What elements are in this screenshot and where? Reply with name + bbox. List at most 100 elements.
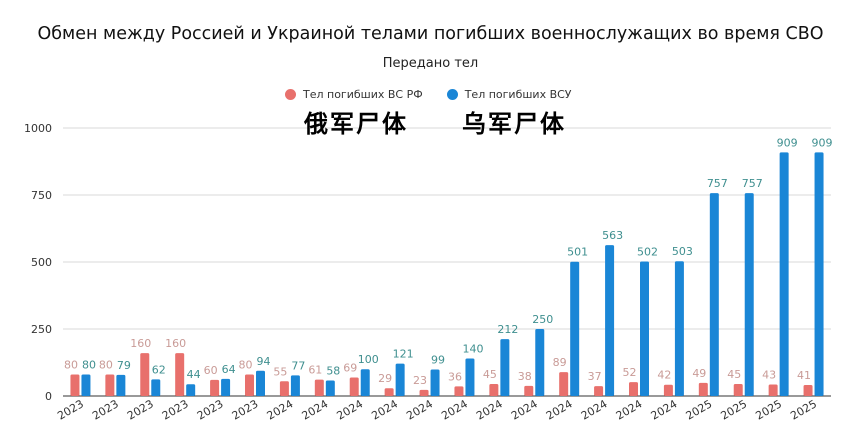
bar-vsu	[116, 374, 126, 396]
x-tick-label: 2024	[614, 397, 645, 422]
x-tick-label: 2023	[90, 397, 121, 422]
x-tick-label: 2024	[334, 397, 365, 422]
x-tick-label: 2023	[230, 397, 261, 422]
x-tick-label: 2024	[439, 397, 470, 422]
data-label-rf: 80	[239, 359, 253, 372]
data-label-rf: 49	[692, 367, 706, 380]
bar-vsu	[256, 370, 265, 396]
data-label-vsu: 121	[393, 348, 414, 361]
data-label-vsu: 100	[358, 353, 379, 366]
x-tick-label: 2024	[509, 397, 540, 422]
data-label-rf: 37	[588, 370, 602, 383]
data-label-rf: 45	[727, 368, 741, 381]
data-label-vsu: 501	[567, 246, 588, 259]
y-tick-label: 500	[31, 256, 52, 269]
data-label-rf: 69	[343, 362, 357, 375]
bar-vsu	[430, 369, 440, 396]
data-label-vsu: 140	[462, 342, 483, 355]
data-label-rf: 41	[797, 369, 811, 382]
bar-rf	[279, 381, 289, 396]
chart-subtitle: Передано тел	[382, 56, 479, 71]
bar-vsu	[395, 363, 405, 396]
x-tick-label: 2024	[474, 397, 505, 422]
data-label-rf: 60	[204, 364, 218, 377]
bar-rf	[454, 386, 464, 396]
data-label-vsu: 58	[326, 364, 340, 377]
x-tick-label: 2023	[125, 397, 156, 422]
data-label-rf: 61	[308, 364, 322, 377]
x-tick-label: 2024	[265, 397, 296, 422]
data-label-vsu: 502	[637, 245, 658, 258]
data-label-vsu: 77	[291, 359, 305, 372]
data-label-rf: 80	[99, 359, 113, 372]
legend-swatch-vsu	[446, 89, 458, 100]
data-label-vsu: 909	[812, 136, 833, 149]
data-label-rf: 89	[553, 356, 567, 369]
y-tick-label: 1000	[24, 122, 52, 135]
data-label-vsu: 757	[742, 177, 763, 190]
bar-vsu	[81, 374, 91, 396]
x-tick-label: 2023	[195, 397, 226, 422]
bar-rf	[419, 389, 429, 396]
legend-label-rf: Тел погибших ВС РФ	[303, 88, 423, 101]
data-label-vsu: 62	[152, 363, 166, 376]
bar-rf	[489, 383, 499, 396]
bar-vsu	[290, 375, 300, 396]
bar-vsu	[570, 261, 580, 396]
data-label-rf: 80	[64, 359, 78, 372]
bar-rf	[733, 383, 743, 396]
x-tick-label: 2025	[684, 397, 715, 422]
bar-rf	[803, 385, 813, 396]
data-label-vsu: 212	[497, 323, 518, 336]
bar-rf	[663, 384, 673, 396]
bar-vsu	[709, 193, 719, 396]
bar-rf	[524, 385, 534, 396]
data-label-vsu: 64	[222, 363, 236, 376]
data-label-vsu: 250	[532, 313, 553, 326]
bar-vsu	[151, 379, 161, 396]
data-label-rf: 29	[378, 372, 392, 385]
bar-rf	[175, 353, 185, 396]
x-tick-label: 2024	[369, 397, 400, 422]
y-tick-label: 250	[31, 323, 52, 336]
x-tick-label: 2023	[160, 397, 191, 422]
bar-vsu	[360, 369, 370, 396]
data-label-vsu: 563	[602, 229, 623, 242]
x-tick-label: 2023	[55, 397, 86, 422]
legend-item-vsu: Тел погибших ВСУ	[446, 88, 572, 101]
overlay-text-ukrainian-bodies: 乌军尸体	[462, 110, 566, 138]
bar-rf	[768, 384, 778, 396]
data-label-rf: 160	[165, 337, 186, 350]
data-label-rf: 160	[130, 337, 151, 350]
bar-vsu	[465, 358, 475, 396]
data-label-rf: 38	[518, 370, 532, 383]
data-label-rf: 43	[762, 368, 776, 381]
bar-vsu	[674, 261, 684, 396]
legend-label-vsu: Тел погибших ВСУ	[464, 88, 572, 101]
bar-vsu	[325, 380, 335, 396]
data-label-vsu: 909	[777, 136, 798, 149]
legend: Тел погибших ВС РФ Тел погибших ВСУ	[285, 88, 596, 101]
bar-rf	[629, 382, 638, 396]
bar-rf	[349, 377, 359, 396]
bar-rf	[105, 374, 115, 396]
overlay-text-russian-bodies: 俄军尸体	[304, 110, 408, 138]
bar-vsu	[500, 339, 510, 396]
legend-swatch-rf	[285, 89, 296, 100]
bar-rf	[70, 374, 80, 396]
data-label-rf: 45	[483, 368, 497, 381]
bar-vsu	[535, 329, 545, 396]
data-label-vsu: 79	[117, 359, 131, 372]
x-tick-label: 2024	[404, 397, 435, 422]
bar-rf	[140, 353, 150, 396]
bar-rf	[384, 388, 394, 396]
bar-vsu	[605, 245, 615, 396]
bar-rf	[314, 379, 324, 396]
legend-item-rf: Тел погибших ВС РФ	[285, 88, 423, 101]
bar-rf	[210, 379, 220, 396]
bar-vsu	[744, 193, 754, 396]
data-label-vsu: 503	[672, 245, 693, 258]
bar-vsu	[814, 152, 824, 396]
